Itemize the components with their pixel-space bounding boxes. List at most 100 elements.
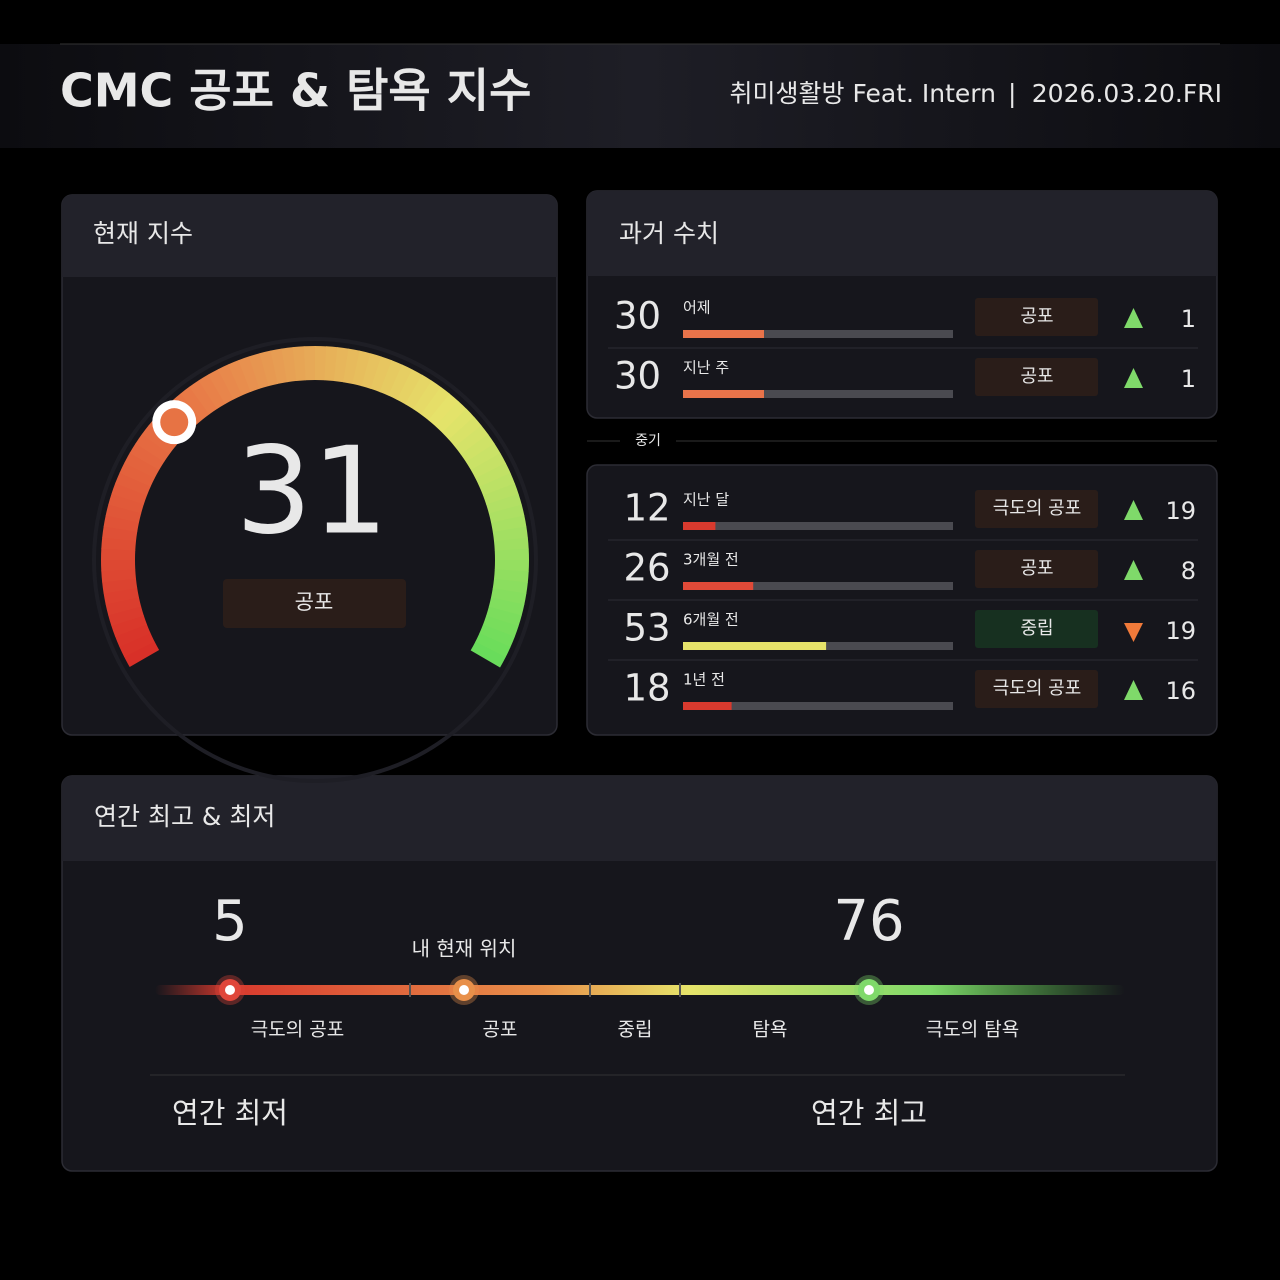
marker-label: 내 현재 위치 <box>412 937 517 961</box>
gauge-arc <box>103 514 140 532</box>
separator: | <box>1008 79 1016 108</box>
bar-track <box>683 390 953 398</box>
gauge-arc <box>119 462 155 487</box>
gauge-arc <box>105 504 142 523</box>
status-label: 공포 <box>1020 306 1053 327</box>
gauge-arc <box>488 504 525 524</box>
gauge-arc <box>482 615 519 638</box>
status-label: 공포 <box>1020 366 1053 387</box>
gauge-arc <box>370 356 393 393</box>
bar <box>683 702 732 710</box>
panel-header <box>587 191 1217 276</box>
history-value: 26 <box>623 547 670 590</box>
yearly-value: 76 <box>833 889 904 954</box>
panel-title: 연간 최고 & 최저 <box>94 802 275 831</box>
history-period: 지난 주 <box>683 359 729 377</box>
gauge-arc <box>115 472 151 496</box>
history-period: 6개월 전 <box>683 611 739 629</box>
range-pin-core <box>225 985 235 995</box>
gauge-arc <box>490 588 527 606</box>
divider-label: 중기 <box>635 433 661 449</box>
gauge-arc <box>111 482 148 505</box>
change-value: 19 <box>1165 497 1196 525</box>
gauge-arc <box>470 453 506 479</box>
gauge-arc <box>486 606 522 627</box>
gauge-arc <box>108 493 144 514</box>
range-track <box>155 985 1125 995</box>
status-badge <box>975 490 1098 528</box>
history-period: 어제 <box>683 299 711 317</box>
history-value: 53 <box>623 607 670 650</box>
current-value: 31 <box>236 423 389 562</box>
bar-track <box>683 522 953 530</box>
gauge-arc <box>460 434 495 463</box>
bar <box>683 522 716 530</box>
bar <box>683 642 827 650</box>
gauge-arc <box>475 462 511 488</box>
zone-label: 공포 <box>483 1019 518 1041</box>
gauge-arc <box>248 353 269 389</box>
bar-track <box>683 330 953 338</box>
gauge-arc <box>388 364 413 400</box>
change-value: 8 <box>1181 557 1196 585</box>
gauge-arc <box>479 624 515 648</box>
gauge-arc <box>454 425 489 455</box>
history-period: 3개월 전 <box>683 551 739 569</box>
yearly-caption: 연간 최저 <box>172 1096 288 1130</box>
gauge-arc <box>491 515 527 533</box>
gauge-arc <box>292 346 307 381</box>
gauge-arc <box>102 525 138 542</box>
bar <box>683 582 754 590</box>
status-badge <box>975 550 1098 588</box>
change-arrow <box>1124 308 1143 328</box>
gauge-arc <box>412 380 442 415</box>
bar-track <box>683 702 953 710</box>
gauge-arc <box>333 347 350 383</box>
current-badge <box>223 579 406 628</box>
history-value: 12 <box>623 487 670 530</box>
status-label: 중립 <box>1020 618 1053 639</box>
gauge-arc <box>483 483 519 505</box>
range-pin-core <box>864 985 874 995</box>
change-value: 19 <box>1165 617 1196 645</box>
gauge-arc <box>281 347 297 383</box>
gauge-arc <box>475 633 511 658</box>
gauge-arc <box>227 360 252 396</box>
gauge-arc <box>101 568 136 583</box>
history-period: 1년 전 <box>683 671 725 689</box>
change-arrow <box>1124 500 1143 520</box>
panel-header <box>62 776 1217 861</box>
history-value: 30 <box>614 295 661 338</box>
bar-track <box>683 582 953 590</box>
gauge-arc <box>101 537 137 551</box>
gauge-arc <box>124 641 160 667</box>
gauge-arc <box>404 374 433 410</box>
gauge-arc <box>259 350 279 387</box>
gauge-arc <box>465 443 501 471</box>
gauge-arc <box>492 526 528 542</box>
gauge-arc <box>396 369 423 405</box>
gauge-halo <box>92 337 538 783</box>
status-badge <box>975 670 1098 708</box>
status-label: 공포 <box>1020 558 1053 579</box>
change-value: 1 <box>1181 305 1196 333</box>
gauge-arc <box>189 380 218 415</box>
gauge-arc <box>435 400 467 434</box>
gauge-arc <box>352 350 371 387</box>
gauge-arc <box>102 578 138 594</box>
gauge-arc <box>379 360 403 396</box>
gauge-arc <box>270 348 288 384</box>
gauge-arc <box>428 393 459 427</box>
gauge-arc <box>488 597 525 616</box>
gauge-arc <box>470 641 506 668</box>
yearly-value: 5 <box>212 889 248 954</box>
title: CMC 공포 & 탐욕 지수 <box>60 64 531 118</box>
gauge-arc <box>217 364 243 400</box>
bar <box>683 330 764 338</box>
status-label: 극도의 공포 <box>993 678 1082 699</box>
gauge-arc <box>494 537 529 552</box>
gauge-arc <box>486 493 522 514</box>
history-period: 지난 달 <box>683 491 729 509</box>
zone-label: 극도의 공포 <box>251 1019 344 1041</box>
